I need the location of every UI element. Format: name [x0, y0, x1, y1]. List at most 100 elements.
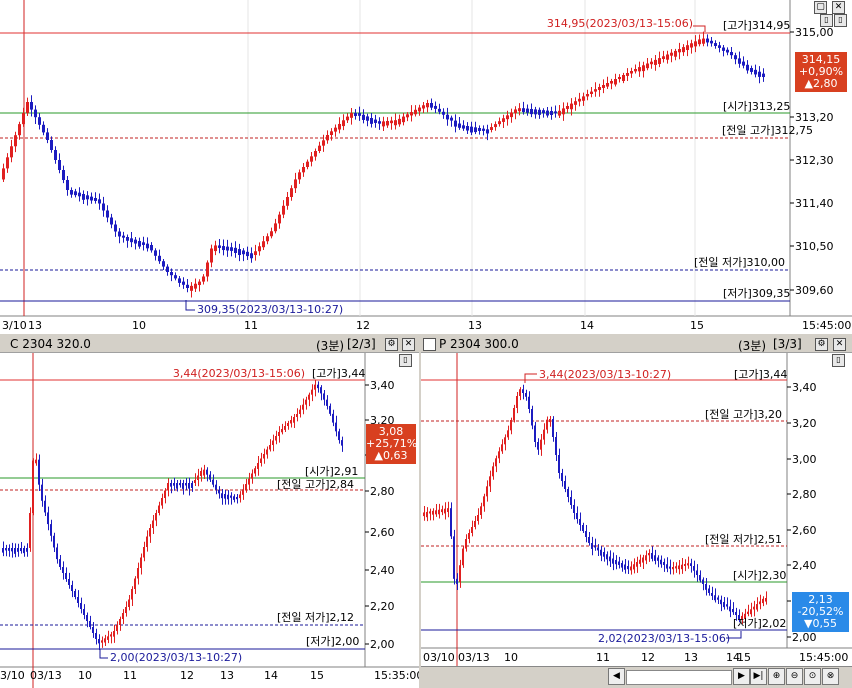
main-candle — [694, 41, 697, 47]
put-candle — [507, 430, 509, 438]
main-chart-svg[interactable]: 315,00 313,20 312,30 311,40 310,50 309,60 314,… — [0, 0, 852, 334]
call-time-label-1: 03/13 — [30, 669, 62, 682]
main-candle — [66, 180, 69, 190]
main-candle — [226, 246, 229, 251]
main-candle — [666, 54, 669, 60]
main-candle — [722, 47, 725, 51]
main-candle — [146, 243, 149, 249]
call-candle — [113, 631, 115, 637]
put-layout-button[interactable]: ▯ — [832, 354, 845, 367]
main-candle — [46, 132, 49, 140]
main-candle — [214, 245, 217, 252]
main-chart-panel[interactable]: 315,00 313,20 312,30 311,40 310,50 309,60 314,… — [0, 0, 852, 334]
call-candle — [188, 483, 190, 489]
put-page: [3/3] — [773, 337, 802, 351]
call-candle — [50, 524, 52, 536]
put-candle — [492, 466, 494, 477]
put-candle — [594, 545, 596, 548]
put-price-tick-5: 2,40 — [792, 559, 817, 572]
main-candle — [162, 261, 165, 267]
main-close-button[interactable]: ✕ — [832, 1, 845, 14]
call-candle — [167, 483, 169, 491]
call-settings-button[interactable]: ⚙ — [385, 338, 398, 351]
main-candle — [222, 246, 225, 251]
main-candle — [586, 94, 589, 97]
put-title-bar[interactable]: P 2304 300.0 (3분) [3/3] ⚙ ✕ — [421, 336, 852, 353]
put-candle — [726, 604, 728, 607]
main-time-label-1: 13 — [28, 319, 42, 332]
main-candle — [306, 161, 309, 167]
main-candle — [194, 283, 197, 289]
put-settings-button[interactable]: ⚙ — [815, 338, 828, 351]
main-candle — [366, 116, 369, 121]
call-candle — [209, 474, 211, 480]
call-candle — [80, 603, 82, 609]
main-candle — [78, 192, 81, 197]
main-candle — [86, 195, 89, 200]
main-candle — [558, 110, 561, 116]
main-candle — [582, 96, 585, 101]
scroll-end-button[interactable]: ▶| — [750, 668, 767, 685]
zoom-fit-icon[interactable]: ⊗ — [822, 668, 839, 685]
call-candle — [101, 640, 103, 643]
put-close-button[interactable]: ✕ — [833, 338, 846, 351]
call-chart-svg[interactable]: 3,403,203,002,802,602,402,202,003,44(202… — [0, 353, 419, 688]
zoom-reset-icon[interactable]: ⊙ — [804, 668, 821, 685]
call-time-label-2: 10 — [78, 669, 92, 682]
call-candle — [314, 384, 316, 390]
call-layout-button[interactable]: ▯ — [399, 354, 412, 367]
main-candle — [318, 145, 321, 151]
put-candle — [720, 599, 722, 605]
put-candle — [675, 566, 677, 569]
call-candle — [86, 615, 88, 621]
put-candle — [546, 419, 548, 430]
call-close-button[interactable]: ✕ — [402, 338, 415, 351]
main-candle — [658, 58, 661, 64]
main-candle — [546, 110, 549, 116]
main-candle — [150, 245, 153, 251]
main-candle — [590, 91, 593, 94]
call-candle — [332, 413, 334, 423]
main-restore-button[interactable]: ▢ — [814, 1, 827, 14]
call-title-bar[interactable]: C 2304 320.0 (3분) [2/3] ⚙ ✕ — [0, 336, 419, 353]
put-current-price: 2,13 — [808, 593, 833, 606]
main-candle — [418, 107, 421, 112]
scroll-track[interactable] — [626, 670, 732, 685]
put-chart-panel[interactable]: P 2304 300.0 (3분) [3/3] ⚙ ✕ 3,40 3,20 3,00… — [421, 336, 852, 688]
put-candle — [690, 563, 692, 566]
put-candle — [735, 612, 737, 615]
put-select-checkbox[interactable] — [423, 338, 436, 351]
call-price-tick-5: 2,40 — [370, 564, 395, 577]
main-candle — [538, 109, 541, 115]
scroll-right-button[interactable]: ▶ — [733, 668, 750, 685]
put-candle — [468, 533, 470, 539]
main-candle — [706, 38, 709, 43]
main-price-tick-2: 312,30 — [795, 154, 834, 167]
main-candle — [2, 168, 5, 180]
main-candle — [330, 131, 333, 135]
main-candle — [266, 236, 269, 242]
main-candle — [602, 85, 605, 88]
put-candle — [651, 553, 653, 559]
put-scroll-toolbar[interactable]: ◀ ▶ ▶| ⊕ ⊖ ⊙ ⊗ — [421, 666, 852, 688]
zoom-out-icon[interactable]: ⊖ — [786, 668, 803, 685]
put-chart-svg[interactable]: 3,403,203,002,802,602,402,202,003,44(202… — [421, 353, 852, 675]
call-candle — [242, 489, 244, 495]
call-high-marker: 3,44(2023/03/13-15:06) — [173, 367, 305, 380]
main-candle — [550, 111, 553, 115]
put-candle — [432, 510, 434, 515]
zoom-in-icon[interactable]: ⊕ — [768, 668, 785, 685]
main-layout-button[interactable]: ▯ — [820, 14, 833, 27]
put-candle — [519, 389, 521, 396]
main-high-label: [고가]314,95 — [723, 19, 790, 32]
put-time-label-3: 11 — [596, 651, 610, 664]
put-high-arrow — [524, 373, 537, 383]
call-candle — [290, 420, 292, 424]
put-candle — [732, 609, 734, 613]
put-candle — [429, 511, 431, 514]
main-layout2-button[interactable]: ▯ — [834, 14, 847, 27]
scroll-left-button[interactable]: ◀ — [608, 668, 625, 685]
put-candle — [630, 566, 632, 571]
main-candle — [178, 278, 181, 283]
call-chart-panel[interactable]: C 2304 320.0 (3분) [2/3] ⚙ ✕ 3,403,203,00… — [0, 336, 419, 688]
